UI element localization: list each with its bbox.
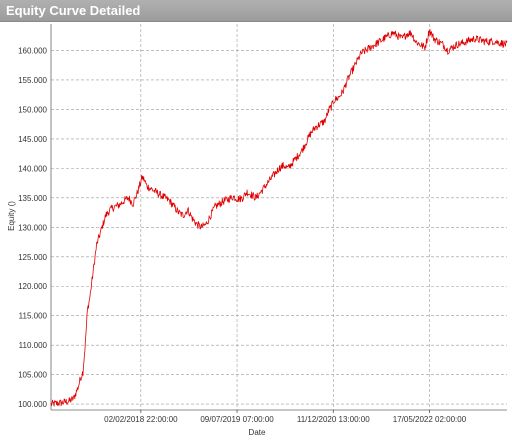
y-tick-label: 135.000 [18,194,47,203]
axes [50,24,507,413]
window-title: Equity Curve Detailed [6,3,141,18]
x-tick-label: 02/02/2018 22:00:00 [104,415,178,424]
grid-lines [51,24,507,410]
y-tick-label: 145.000 [18,135,47,144]
y-tick-label: 110.000 [19,341,48,350]
equity-series [50,29,508,407]
x-tick-label: 09/07/2019 07:00:00 [200,415,274,424]
y-tick-label: 120.000 [18,282,47,291]
y-tick-label: 140.000 [18,164,47,173]
equity-line [50,29,508,407]
chart-area: 100.000 105.000 110.000 115.000 120.000 125.0… [0,22,512,438]
y-tick-label: 105.000 [18,371,47,380]
equity-chart: 100.000 105.000 110.000 115.000 120.000 125.0… [7,24,508,437]
y-tick-label: 150.000 [18,105,47,114]
x-tick-label: 11/12/2020 13:00:00 [297,415,370,424]
window-title-bar: Equity Curve Detailed [0,0,512,22]
y-tick-label: 155.000 [18,76,47,85]
x-axis-label: Date [249,428,266,437]
x-axis-tick-labels: 02/02/2018 22:00:00 09/07/2019 07:00:00 11… [104,415,467,424]
y-tick-label: 115.000 [19,312,48,321]
y-tick-label: 160.000 [18,47,47,56]
y-axis-tick-labels: 100.000 105.000 110.000 115.000 120.000 125.0… [18,47,47,410]
y-tick-label: 130.000 [18,223,47,232]
y-tick-label: 125.000 [18,253,47,262]
y-tick-label: 100.000 [18,400,47,409]
x-tick-label: 17/05/2022 02:00:00 [393,415,467,424]
y-axis-label: Equity () [7,201,16,231]
